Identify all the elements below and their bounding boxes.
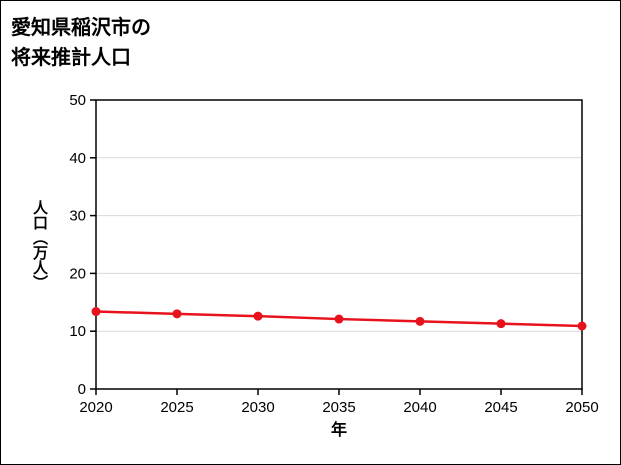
data-point (415, 316, 425, 326)
data-point (91, 307, 101, 317)
x-tick-label: 2025 (160, 399, 193, 416)
y-tick-label: 40 (69, 150, 86, 167)
data-point (253, 311, 263, 321)
y-tick-label: 20 (69, 265, 86, 282)
y-axis-title: 人口（万人） (31, 199, 48, 290)
x-tick-label: 2020 (79, 399, 112, 416)
data-point (172, 309, 182, 319)
plot-border (95, 99, 583, 390)
x-axis-title: 年 (330, 422, 347, 439)
data-point (496, 319, 506, 329)
chart-title: 愛知県稲沢市の 将来推計人口 (11, 13, 151, 73)
y-tick-label: 30 (69, 208, 86, 225)
x-tick-label: 2040 (403, 399, 436, 416)
data-point (577, 321, 587, 331)
y-tick-label: 0 (78, 381, 86, 398)
y-tick-label: 50 (69, 92, 86, 109)
chart-title-line2: 将来推計人口 (11, 47, 131, 69)
data-point (334, 314, 344, 324)
chart-title-line1: 愛知県稲沢市の (11, 17, 151, 39)
x-tick-label: 2035 (322, 399, 355, 416)
x-tick-label: 2030 (241, 399, 274, 416)
x-tick-label: 2045 (484, 399, 517, 416)
y-tick-label: 10 (69, 323, 86, 340)
x-tick-label: 2050 (565, 399, 598, 416)
